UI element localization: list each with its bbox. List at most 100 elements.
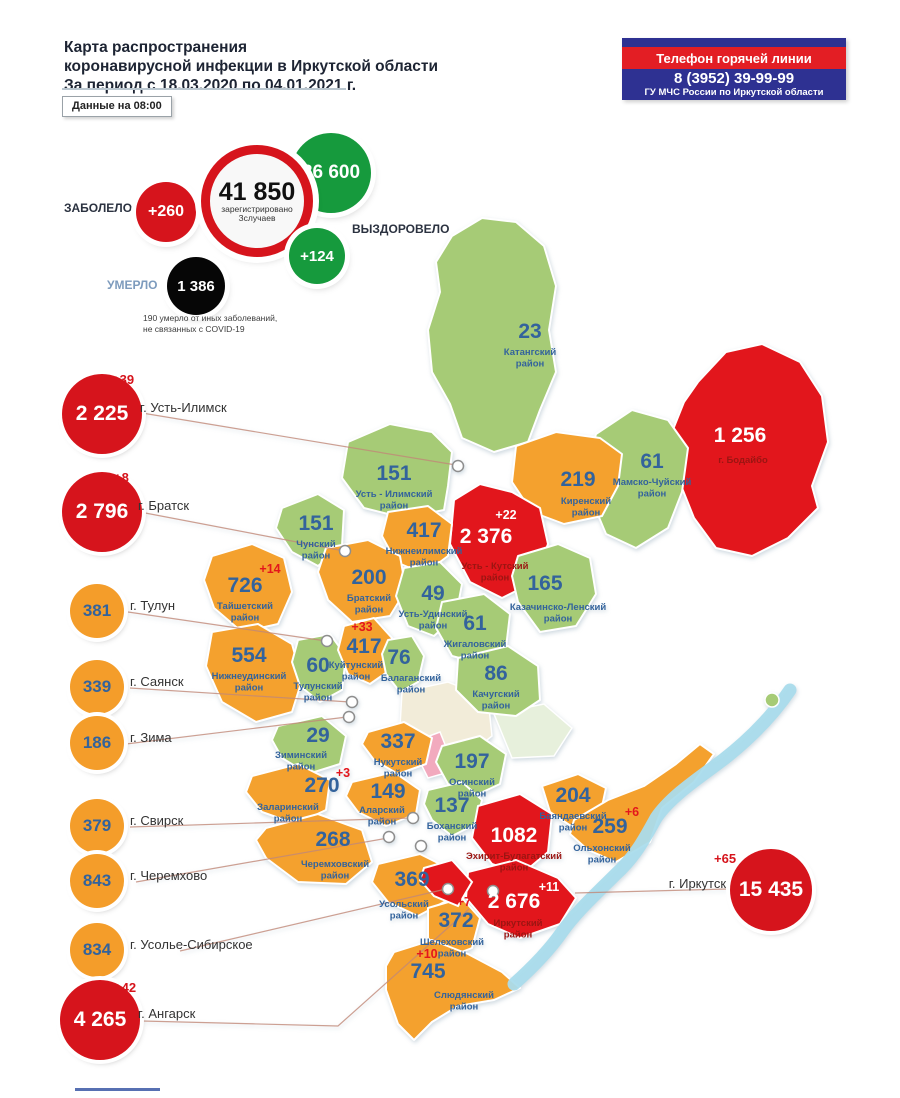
city-value: 15 435 xyxy=(738,878,804,901)
city-value: 2 225 xyxy=(75,402,129,425)
region-bodaibo xyxy=(671,343,829,557)
connector-line-sayansk xyxy=(129,687,351,703)
region-name: Баяндаевский район xyxy=(539,811,606,834)
region-value: 417 xyxy=(406,519,441,542)
region-name: Зиминский район xyxy=(275,750,327,773)
city-marker-dot xyxy=(342,710,356,724)
region-value: 151 xyxy=(298,512,333,535)
region-angarsk-city xyxy=(418,858,474,908)
region-value: 554 xyxy=(231,644,266,667)
city-value: 4 265 xyxy=(73,1008,127,1031)
region-name: Усть - Кутский район xyxy=(462,561,529,584)
city-label-zima: г. Зима xyxy=(130,730,172,745)
region-name: Осинский район xyxy=(449,777,495,800)
region-label-tulunsky: 60 Тулунский район xyxy=(293,654,342,704)
city-label-irkutsk: г. Иркутск xyxy=(668,876,726,891)
region-label-cheremkhovsky: 268 Черемховский район xyxy=(301,828,369,882)
region-value: 76 xyxy=(387,646,410,669)
region-delta: +22 xyxy=(495,508,516,522)
region-value: 151 xyxy=(376,462,411,485)
region-value: 29 xyxy=(306,724,329,747)
region-name: Усть-Удинский район xyxy=(399,609,468,632)
region-delta: +33 xyxy=(351,620,372,634)
region-ekhirit xyxy=(471,793,553,875)
region-value: 23 xyxy=(518,320,541,343)
region-value: 2 376 xyxy=(460,525,513,548)
region-name: Шелеховский район xyxy=(420,937,484,960)
region-label-ziminsky: 29 Зиминский район xyxy=(275,724,330,773)
city-delta-angarsk: +42 xyxy=(114,980,137,995)
connector-line-cheremkhovo xyxy=(135,837,389,883)
region-cheremkhovsky xyxy=(255,813,373,885)
region-name: Заларинский район xyxy=(257,802,319,825)
region-name: Куйтунский район xyxy=(329,660,384,683)
region-name: Слюдянский район xyxy=(434,990,494,1013)
title-underline xyxy=(62,88,346,90)
city-marker-dot xyxy=(338,544,352,558)
region-name: Балаганский район xyxy=(381,673,441,696)
region-name: Аларский район xyxy=(359,805,405,828)
city-label-svirsk: г. Свирск xyxy=(130,813,184,828)
region-name: Усольский район xyxy=(379,899,429,922)
city-label-sayansk: г. Саянск xyxy=(130,674,184,689)
connector-line-zima xyxy=(125,716,348,745)
region-value: 149 xyxy=(370,780,405,803)
region-name: Усть - Илимский район xyxy=(356,489,433,512)
city-bubble-tulun: 381 xyxy=(70,584,124,638)
region-label-slyudyansky: 745+10 Слюдянский район xyxy=(410,947,494,1013)
city-value: 186 xyxy=(82,733,112,752)
region-value: 200 xyxy=(351,566,386,589)
region-name: Казачинско-Ленский район xyxy=(510,602,606,625)
region-delta: +14 xyxy=(259,562,280,576)
region-delta: +10 xyxy=(416,947,437,961)
connector-line-bratsk xyxy=(139,511,345,552)
region-label-zalarinsky: 270+3 Заларинский район xyxy=(257,766,350,825)
region-delta: +6 xyxy=(625,805,639,819)
city-value: 843 xyxy=(82,871,112,890)
region-label-kachugsky: 86 Качугский район xyxy=(472,662,519,712)
faded-region xyxy=(492,703,573,759)
hotline-org: ГУ МЧС России по Иркутской области xyxy=(644,87,824,98)
region-name: Тайшетский район xyxy=(217,601,273,624)
region-value: 1 256 xyxy=(714,424,767,447)
region-label-usolsky: 369 Усольский район xyxy=(379,868,429,922)
region-delta: +11 xyxy=(539,880,560,894)
region-label-taishetsky: 726+14 Тайшетский район xyxy=(217,562,281,624)
region-value: 259 xyxy=(592,815,627,838)
region-name: Ольхонский район xyxy=(573,843,631,866)
region-alarsky xyxy=(345,771,421,827)
region-name: г. Бодайбо xyxy=(718,455,768,466)
region-name: Эхирит-Булагатский район xyxy=(466,851,562,874)
hotline-title: Телефон горячей линии xyxy=(622,47,846,69)
region-label-nizhneilimsky: 417 Нижнеилимский район xyxy=(386,519,463,569)
region-kachugsky xyxy=(455,645,541,717)
region-label-nukutsky: 337 Нукутский район xyxy=(374,730,423,780)
region-name: Тулунский район xyxy=(293,681,342,704)
region-value: 61 xyxy=(463,612,487,635)
region-tulunsky xyxy=(291,633,347,703)
city-label-cheremkhovo: г. Черемхово xyxy=(130,868,208,883)
region-osinsky xyxy=(435,735,507,797)
region-value: 2 676 xyxy=(488,890,541,913)
city-value: 379 xyxy=(82,816,112,835)
recovered-delta-circle: +124 xyxy=(289,228,345,284)
region-label-olkhonsky: 259+6 Ольхонский район xyxy=(573,805,639,866)
city-bubble-usolye: 834 xyxy=(70,923,124,977)
city-marker-dot xyxy=(414,839,428,853)
city-value: 339 xyxy=(82,677,112,696)
region-label-bayandaevsky: 204 Баяндаевский район xyxy=(539,784,606,834)
city-bubble-sayansk: 339 xyxy=(70,660,124,714)
region-value: 204 xyxy=(555,784,590,807)
region-name: Боханский район xyxy=(427,821,478,844)
region-value: 372 xyxy=(438,909,473,932)
connector-line-ust-ilimsk xyxy=(141,412,457,466)
city-value: 381 xyxy=(82,601,112,620)
city-label-ust-ilimsk: г. Усть-Илимск xyxy=(140,400,227,415)
title-line-3: За период с 18.03.2020 по 04.01.2021 г. xyxy=(64,77,357,94)
footer-rule xyxy=(75,1088,160,1091)
region-name: Нижнеилимский район xyxy=(386,546,463,569)
region-value: 369 xyxy=(394,868,429,891)
city-marker-dot xyxy=(486,884,500,898)
region-label-balagansky: 76 Балаганский район xyxy=(381,646,441,696)
